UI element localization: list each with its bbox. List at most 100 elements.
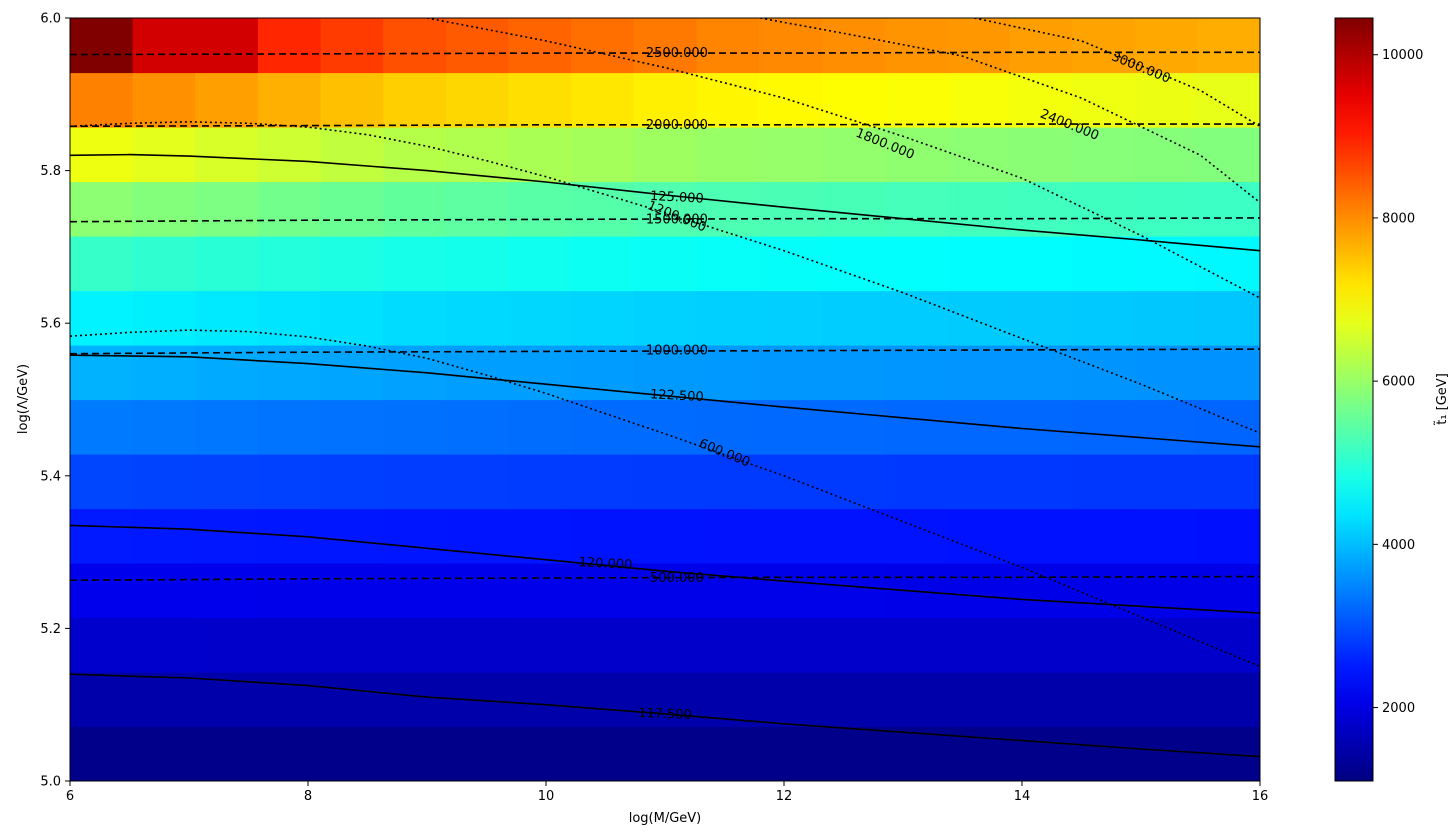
heatmap-cell — [758, 563, 823, 619]
colorbar — [1334, 17, 1374, 782]
x-tick-label: 12 — [776, 789, 793, 804]
heatmap-cell — [633, 181, 697, 237]
heatmap-cell — [946, 563, 1011, 619]
heatmap-cell — [445, 290, 510, 346]
heatmap-cell — [320, 18, 384, 74]
heatmap-cell — [821, 672, 885, 728]
heatmap-cell — [1134, 726, 1198, 781]
heatmap-cell — [445, 236, 510, 292]
heatmap-cell — [1197, 454, 1260, 510]
heatmap-cell — [70, 617, 134, 673]
heatmap-cell — [257, 726, 322, 781]
x-tick-label: 6 — [66, 789, 74, 804]
heatmap-cell — [1134, 236, 1198, 292]
heatmap-cell — [821, 617, 885, 673]
heatmap-cell — [1197, 181, 1260, 237]
colorbar-tick-label: 10000 — [1382, 48, 1423, 63]
heatmap-cell — [1197, 345, 1260, 401]
contour-line-dotted — [70, 329, 1260, 668]
heatmap-cell — [195, 181, 259, 237]
heatmap-cell — [571, 236, 635, 292]
contour-line-dashed — [70, 51, 1260, 56]
heatmap-cell — [1009, 454, 1073, 510]
contour-line-solid — [70, 354, 1260, 448]
heatmap-cell — [195, 345, 259, 401]
heatmap-cell — [1134, 563, 1198, 619]
heatmap-cell — [445, 454, 510, 510]
heatmap-cell — [884, 617, 948, 673]
heatmap-cell — [508, 508, 572, 564]
heatmap-cell — [1197, 72, 1260, 128]
contour-label: 122.500 — [650, 387, 704, 405]
heatmap-cell — [946, 508, 1011, 564]
heatmap-cell — [1197, 18, 1260, 74]
heatmap-cell — [1072, 399, 1136, 455]
heatmap-cell — [571, 726, 635, 781]
heatmap-cell — [946, 617, 1011, 673]
heatmap-cell — [320, 454, 384, 510]
heatmap-cell — [1072, 726, 1136, 781]
x-tick-label: 10 — [538, 789, 555, 804]
heatmap-cell — [195, 454, 259, 510]
heatmap-cell — [383, 508, 447, 564]
heatmap-cell — [758, 18, 823, 74]
colorbar-tick-label: 4000 — [1382, 538, 1415, 553]
heatmap-cell — [383, 672, 447, 728]
heatmap-cell — [884, 345, 948, 401]
heatmap-cell — [195, 18, 259, 74]
heatmap-cell — [70, 290, 134, 346]
contour-label: 2000.000 — [646, 118, 708, 133]
y-tick-label: 5.0 — [40, 775, 61, 790]
y-tick-label: 5.8 — [40, 164, 61, 179]
heatmap-cell — [70, 672, 134, 728]
heatmap-cell — [696, 18, 760, 74]
heatmap-cell — [132, 454, 196, 510]
contour-label: 117.500 — [638, 706, 692, 723]
heatmap-cell — [633, 236, 697, 292]
heatmap — [70, 18, 1260, 781]
heatmap-cell — [1134, 345, 1198, 401]
heatmap-cell — [696, 345, 760, 401]
heatmap-cell — [132, 399, 196, 455]
heatmap-cell — [257, 454, 322, 510]
heatmap-cell — [445, 563, 510, 619]
heatmap-cell — [320, 181, 384, 237]
heatmap-cell — [884, 290, 948, 346]
heatmap-cell — [508, 617, 572, 673]
contour-line-dashed — [70, 123, 1260, 128]
heatmap-cell — [758, 72, 823, 128]
heatmap-cell — [445, 726, 510, 781]
heatmap-cell — [445, 399, 510, 455]
x-axis-label: log(M/GeV) — [629, 811, 702, 826]
heatmap-cell — [571, 508, 635, 564]
heatmap-cell — [257, 72, 322, 128]
heatmap-cell — [195, 127, 259, 183]
heatmap-cell — [70, 181, 134, 237]
heatmap-cell — [508, 181, 572, 237]
heatmap-cell — [383, 563, 447, 619]
heatmap-cell — [696, 508, 760, 564]
heatmap-cell — [946, 726, 1011, 781]
heatmap-cell — [821, 127, 885, 183]
contour-line-dashed — [70, 217, 1260, 223]
heatmap-cell — [821, 399, 885, 455]
heatmap-cell — [70, 72, 134, 128]
heatmap-cell — [758, 127, 823, 183]
heatmap-cell — [70, 563, 134, 619]
heatmap-cell — [195, 72, 259, 128]
heatmap-cell — [1009, 726, 1073, 781]
heatmap-cell — [696, 181, 760, 237]
heatmap-cell — [946, 454, 1011, 510]
heatmap-cell — [320, 290, 384, 346]
heatmap-cell — [946, 72, 1011, 128]
heatmap-cell — [633, 399, 697, 455]
heatmap-cell — [1134, 290, 1198, 346]
heatmap-cell — [1072, 563, 1136, 619]
heatmap-cell — [1072, 345, 1136, 401]
heatmap-cell — [195, 399, 259, 455]
heatmap-cell — [70, 508, 134, 564]
y-tick-label: 5.6 — [40, 317, 61, 332]
heatmap-cell — [696, 290, 760, 346]
heatmap-cell — [1134, 181, 1198, 237]
heatmap-cell — [633, 127, 697, 183]
